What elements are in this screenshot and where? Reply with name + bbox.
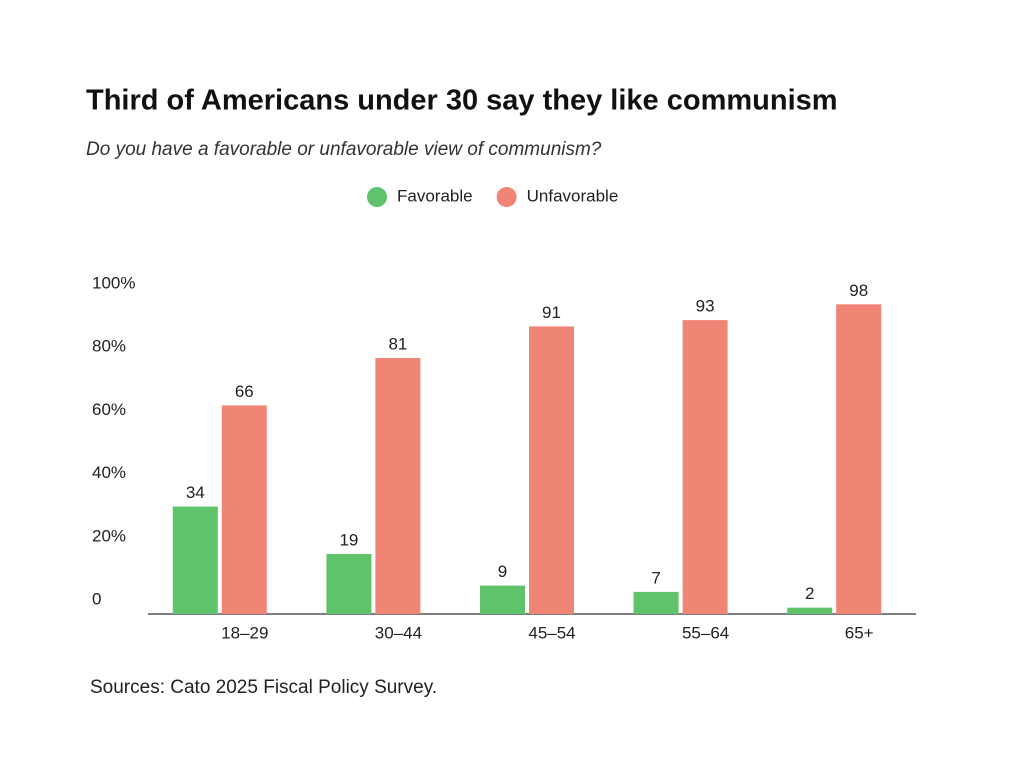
legend-swatch <box>367 187 387 207</box>
data-label: 34 <box>186 483 205 502</box>
y-tick-label: 60% <box>92 400 126 419</box>
bar <box>529 326 574 614</box>
data-label: 93 <box>696 297 715 316</box>
data-label: 9 <box>498 562 507 581</box>
bar <box>682 320 728 614</box>
data-label: 81 <box>388 335 407 354</box>
bar <box>480 585 525 614</box>
legend-label: Unfavorable <box>527 186 619 205</box>
data-label: 7 <box>651 568 660 587</box>
bar <box>375 358 421 614</box>
bar <box>326 553 372 614</box>
data-label: 2 <box>805 584 814 603</box>
x-tick-label: 18–29 <box>221 623 268 642</box>
y-tick-label: 100% <box>92 273 135 292</box>
chart-title: Third of Americans under 30 say they lik… <box>86 85 838 117</box>
data-label: 98 <box>849 281 868 300</box>
y-tick-label: 0 <box>92 589 101 608</box>
x-tick-label: 65+ <box>845 623 874 642</box>
bar <box>633 591 679 614</box>
data-label: 66 <box>235 382 254 401</box>
data-label: 19 <box>339 530 358 549</box>
x-tick-label: 30–44 <box>375 623 422 642</box>
y-tick-label: 80% <box>92 337 126 356</box>
y-tick-label: 40% <box>92 463 126 482</box>
bar <box>221 405 267 614</box>
bar <box>787 607 833 614</box>
legend-label: Favorable <box>397 186 473 205</box>
bar <box>836 304 882 614</box>
chart-subtitle: Do you have a favorable or unfavorable v… <box>86 139 602 160</box>
source-note: Sources: Cato 2025 Fiscal Policy Survey. <box>90 677 437 698</box>
legend-swatch <box>496 187 517 207</box>
data-label: 91 <box>542 303 561 322</box>
y-tick-label: 20% <box>92 526 126 545</box>
x-tick-label: 45–54 <box>528 623 575 642</box>
x-tick-label: 55–64 <box>682 623 729 642</box>
bar <box>172 506 218 614</box>
